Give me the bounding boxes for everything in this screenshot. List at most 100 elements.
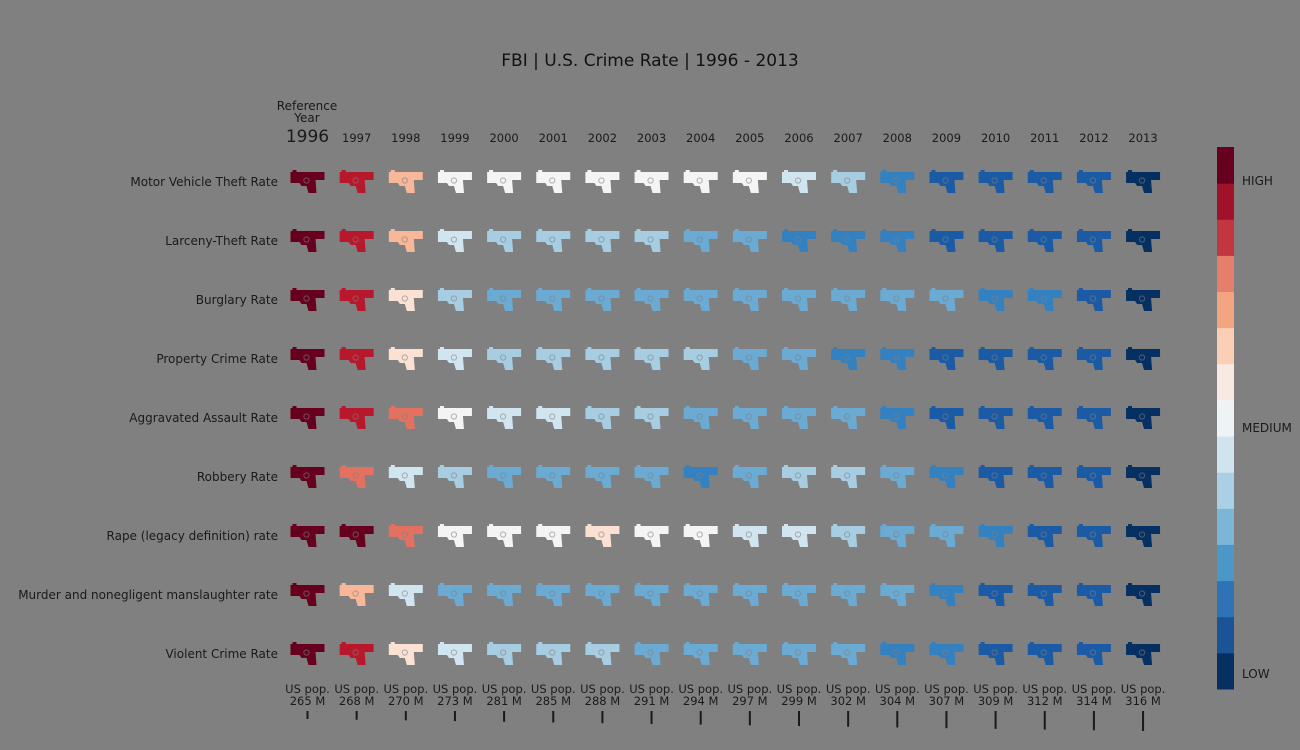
gun-icon — [437, 229, 472, 252]
year-label: 2011 — [1030, 131, 1059, 145]
year-label: 2008 — [883, 131, 912, 145]
gun-icon — [536, 642, 571, 665]
population-prefix: US pop. — [433, 682, 478, 696]
gun-icon — [634, 465, 669, 488]
gun-icon — [1027, 347, 1062, 370]
gun-icon — [732, 347, 767, 370]
gun-icon-grid — [290, 170, 1161, 665]
gun-icon — [732, 583, 767, 606]
gun-icon — [831, 642, 866, 665]
gun-icon — [978, 229, 1013, 252]
gun-icon — [339, 524, 374, 547]
population-value: 307 M — [929, 694, 965, 708]
gun-icon — [437, 642, 472, 665]
population-prefix: US pop. — [678, 682, 723, 696]
population-value: 309 M — [978, 694, 1014, 708]
gun-icon — [634, 170, 669, 193]
gun-icon — [634, 642, 669, 665]
gun-icon — [782, 347, 816, 370]
gun-icon — [437, 170, 472, 193]
gun-icon — [585, 406, 620, 429]
gun-icon — [388, 642, 423, 665]
gun-icon — [683, 465, 718, 488]
gun-icon — [388, 229, 423, 252]
gun-icon — [487, 288, 522, 311]
population-value: 294 M — [683, 694, 719, 708]
gun-icon — [929, 288, 964, 311]
legend-swatch — [1217, 580, 1234, 618]
population-prefix: US pop. — [285, 682, 330, 696]
gun-icon — [683, 288, 718, 311]
gun-icon — [978, 347, 1013, 370]
population-value: 314 M — [1076, 694, 1112, 708]
reference-label-line2: Year — [293, 111, 319, 125]
gun-icon — [1027, 583, 1062, 606]
gun-icon — [536, 170, 571, 193]
gun-icon — [831, 288, 866, 311]
gun-icon — [339, 583, 374, 606]
gun-icon — [388, 288, 423, 311]
gun-icon — [1126, 583, 1161, 606]
legend-swatch — [1217, 436, 1234, 473]
gun-icon — [437, 406, 472, 429]
gun-icon — [732, 642, 767, 665]
gun-icon — [929, 642, 964, 665]
gun-icon — [732, 406, 767, 429]
year-label: 2006 — [784, 131, 813, 145]
gun-icon — [634, 288, 669, 311]
year-label: 2003 — [637, 131, 666, 145]
gun-icon — [1076, 406, 1111, 429]
gun-icon — [1076, 465, 1111, 488]
gun-icon — [683, 406, 718, 429]
gun-icon — [388, 406, 423, 429]
gun-icon — [1126, 288, 1161, 311]
population-prefix: US pop. — [826, 682, 871, 696]
color-legend: HIGH MEDIUM LOW — [1217, 147, 1292, 690]
gun-icon — [388, 465, 423, 488]
gun-icon — [683, 229, 718, 252]
gun-icon — [732, 465, 767, 488]
year-label: 2001 — [539, 131, 568, 145]
population-prefix: US pop. — [629, 682, 674, 696]
population-prefix: US pop. — [1072, 682, 1117, 696]
gun-icon — [732, 288, 767, 311]
gun-icon — [339, 170, 374, 193]
gun-icon — [1027, 642, 1062, 665]
population-value: 297 M — [732, 694, 768, 708]
gun-icon — [782, 583, 816, 606]
population-value: 270 M — [388, 694, 424, 708]
population-prefix: US pop. — [777, 682, 822, 696]
population-prefix: US pop. — [875, 682, 920, 696]
legend-swatch — [1217, 508, 1234, 545]
gun-icon — [634, 347, 669, 370]
gun-icon — [978, 642, 1013, 665]
year-label: 2007 — [834, 131, 863, 145]
gun-icon — [782, 288, 816, 311]
gun-icon — [339, 347, 374, 370]
gun-icon — [782, 406, 816, 429]
gun-icon — [683, 524, 718, 547]
gun-icon — [290, 347, 325, 370]
population-value: 265 M — [290, 694, 326, 708]
gun-icon — [1027, 229, 1062, 252]
year-label: 1997 — [342, 131, 371, 145]
gun-icon — [1126, 524, 1161, 547]
population-value: 273 M — [437, 694, 473, 708]
reference-year-header: Reference Year — [277, 99, 337, 125]
gun-icon — [929, 524, 964, 547]
gun-icon — [880, 288, 915, 311]
gun-icon — [1126, 170, 1161, 193]
legend-swatch — [1217, 363, 1234, 401]
gun-icon — [683, 642, 718, 665]
gun-icon — [880, 170, 915, 193]
gun-icon — [1126, 347, 1161, 370]
gun-icon — [634, 229, 669, 252]
gun-icon — [487, 642, 522, 665]
legend-swatch — [1217, 616, 1234, 654]
gun-icon — [1126, 465, 1161, 488]
gun-icon — [831, 406, 866, 429]
legend-swatch — [1217, 399, 1234, 437]
population-value: 302 M — [830, 694, 866, 708]
gun-icon — [978, 406, 1013, 429]
gun-icon — [1126, 642, 1161, 665]
